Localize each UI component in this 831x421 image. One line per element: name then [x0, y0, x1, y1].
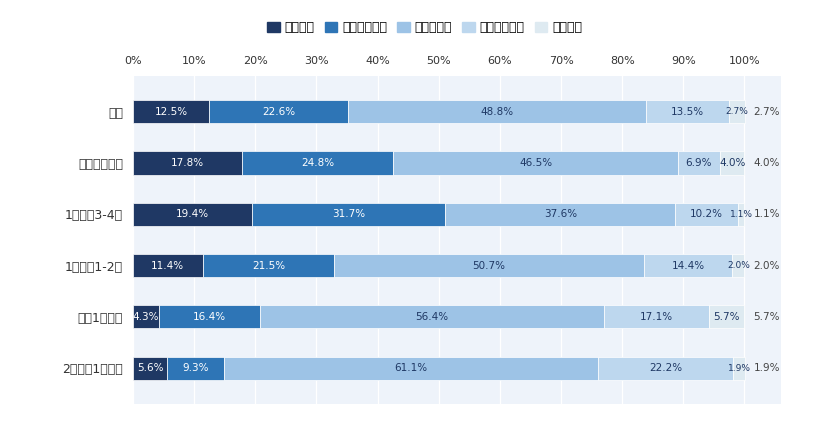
Bar — [738, 203, 745, 226]
Bar — [729, 100, 745, 123]
Bar — [209, 100, 347, 123]
Bar — [160, 305, 259, 328]
Text: 1.9%: 1.9% — [754, 363, 780, 373]
Text: 31.7%: 31.7% — [332, 209, 365, 219]
Bar — [732, 254, 745, 277]
Bar — [252, 203, 445, 226]
Bar — [644, 254, 732, 277]
Bar — [676, 203, 738, 226]
Text: 13.5%: 13.5% — [671, 107, 704, 117]
Text: 4.0%: 4.0% — [754, 158, 780, 168]
Text: 17.1%: 17.1% — [640, 312, 673, 322]
Text: 1.9%: 1.9% — [728, 364, 750, 373]
Bar — [720, 152, 745, 175]
Text: 22.6%: 22.6% — [262, 107, 295, 117]
Text: 56.4%: 56.4% — [416, 312, 449, 322]
Text: 1.1%: 1.1% — [730, 210, 753, 219]
Bar — [133, 152, 242, 175]
Text: 5.6%: 5.6% — [137, 363, 164, 373]
Bar — [203, 254, 334, 277]
Bar — [646, 100, 729, 123]
Text: 48.8%: 48.8% — [480, 107, 514, 117]
Bar — [347, 100, 646, 123]
Text: 46.5%: 46.5% — [519, 158, 552, 168]
Bar — [445, 203, 676, 226]
Text: 2.0%: 2.0% — [754, 261, 780, 271]
Bar — [734, 357, 745, 380]
Bar — [242, 152, 393, 175]
Text: 11.4%: 11.4% — [151, 261, 184, 271]
Bar — [678, 152, 720, 175]
Bar — [133, 357, 167, 380]
Text: 17.8%: 17.8% — [171, 158, 204, 168]
Bar — [133, 305, 160, 328]
Text: 50.7%: 50.7% — [473, 261, 505, 271]
Text: 19.4%: 19.4% — [175, 209, 209, 219]
Text: 12.5%: 12.5% — [155, 107, 188, 117]
Text: 2.7%: 2.7% — [754, 107, 780, 117]
Text: 21.5%: 21.5% — [252, 261, 285, 271]
Text: 22.2%: 22.2% — [649, 363, 682, 373]
Bar — [393, 152, 678, 175]
Bar — [334, 254, 644, 277]
Bar — [167, 357, 224, 380]
Text: 37.6%: 37.6% — [543, 209, 577, 219]
Text: 61.1%: 61.1% — [395, 363, 427, 373]
Text: 10.2%: 10.2% — [690, 209, 723, 219]
Text: 24.8%: 24.8% — [301, 158, 334, 168]
Bar — [224, 357, 597, 380]
Bar — [133, 100, 209, 123]
Bar — [709, 305, 744, 328]
Text: 4.0%: 4.0% — [719, 158, 745, 168]
Bar — [597, 357, 734, 380]
Text: 16.4%: 16.4% — [193, 312, 226, 322]
Text: 1.1%: 1.1% — [754, 209, 780, 219]
Text: 6.9%: 6.9% — [686, 158, 712, 168]
Legend: 向上した, やや向上した, 変わらない, やや低下した, 低下した: 向上した, やや向上した, 変わらない, やや低下した, 低下した — [262, 16, 588, 39]
Bar — [133, 203, 252, 226]
Text: 2.0%: 2.0% — [727, 261, 750, 270]
Bar — [604, 305, 709, 328]
Text: 9.3%: 9.3% — [182, 363, 209, 373]
Text: 5.7%: 5.7% — [713, 312, 740, 322]
Text: 4.3%: 4.3% — [133, 312, 160, 322]
Bar — [259, 305, 604, 328]
Text: 14.4%: 14.4% — [671, 261, 705, 271]
Text: 2.7%: 2.7% — [725, 107, 748, 116]
Text: 5.7%: 5.7% — [754, 312, 780, 322]
Bar — [133, 254, 203, 277]
